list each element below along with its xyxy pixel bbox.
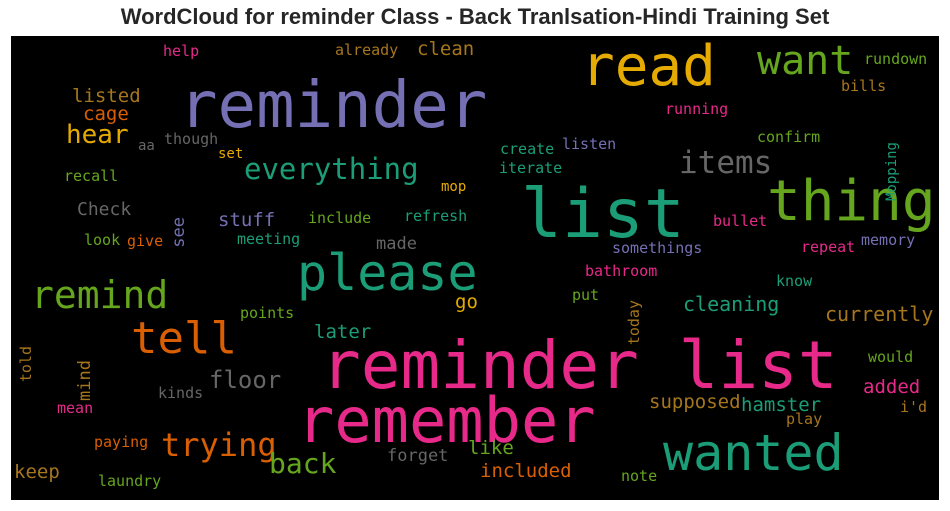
word-currently: currently [825,302,934,326]
word-mop: mop [441,179,467,195]
word-set: set [218,146,244,162]
word-read: read [581,36,716,99]
word-bullet: bullet [713,212,768,230]
word-kinds: kinds [158,384,204,402]
word-keep: keep [14,461,60,483]
word-recall: recall [64,167,119,185]
word-thing: thing [767,169,936,234]
word-list: list [521,175,685,254]
word-everything: everything [244,152,419,186]
word-wanted: wanted [663,424,844,482]
chart-title: WordCloud for reminder Class - Back Tran… [120,4,830,29]
word-today: today [625,300,643,346]
word-listen: listen [562,135,617,153]
word-iterate: iterate [499,159,563,177]
word-points: points [240,304,295,322]
word-would: would [868,348,914,366]
word-note: note [621,467,658,485]
word-play: play [786,410,823,428]
word-refresh: refresh [404,207,468,225]
word-somethings: somethings [612,239,703,257]
word-cage: cage [83,103,129,125]
word-tell: tell [131,313,237,364]
word-floor: floor [209,366,282,394]
word-trying: trying [161,426,277,464]
word-see: see [169,217,189,248]
word-memory: memory [861,231,916,249]
word-confirm: confirm [757,128,821,146]
word-listed: listed [72,85,141,107]
word-stuff: stuff [218,209,276,231]
word-laundry: laundry [98,472,162,490]
word-remember: remember [297,384,596,457]
word-made: made [376,234,417,254]
word-cloud: reminder list reminder list remember read thi… [11,36,939,500]
word-please: please [297,244,478,302]
word-like: like [468,437,514,459]
word-give: give [127,232,164,250]
word-included: included [480,460,572,482]
word-hear: hear [66,120,129,150]
word-want: want [757,38,854,84]
word-bathroom: bathroom [585,262,658,280]
word-rundown: rundown [864,50,928,68]
word-mean: mean [57,399,94,417]
word-help: help [163,42,200,60]
word-told: told [17,346,35,383]
word-meeting: meeting [237,230,301,248]
word-hamster: hamster [741,394,822,416]
word-know: know [776,272,813,290]
word-go: go [455,291,478,313]
word-look: look [84,231,121,249]
word-already: already [335,41,399,59]
word-mopping: Mopping [884,142,900,202]
word-bills: bills [841,77,887,95]
word-supposed: supposed [649,391,741,413]
word-running: running [665,100,729,118]
word-clean: clean [417,38,475,60]
word-create: create [500,140,555,158]
word-items: items [679,145,773,181]
word-though: though [164,130,219,148]
word-i-d: i'd [900,398,928,416]
word-put: put [572,286,600,304]
word-cleaning: cleaning [683,292,780,316]
word-include: include [308,209,372,227]
word-check: Check [77,199,132,220]
word-aa: aa [138,138,155,154]
word-remind: remind [31,273,169,317]
word-back: back [269,447,337,480]
word-mind: mind [75,360,95,401]
word-added: added [863,376,921,398]
word-reminder: reminder [179,69,488,143]
word-later: later [314,321,372,343]
word-forget: forget [387,446,449,466]
word-repeat: repeat [801,238,856,256]
word-reminder-list: reminder list [321,327,838,404]
word-paying: paying [94,433,149,451]
